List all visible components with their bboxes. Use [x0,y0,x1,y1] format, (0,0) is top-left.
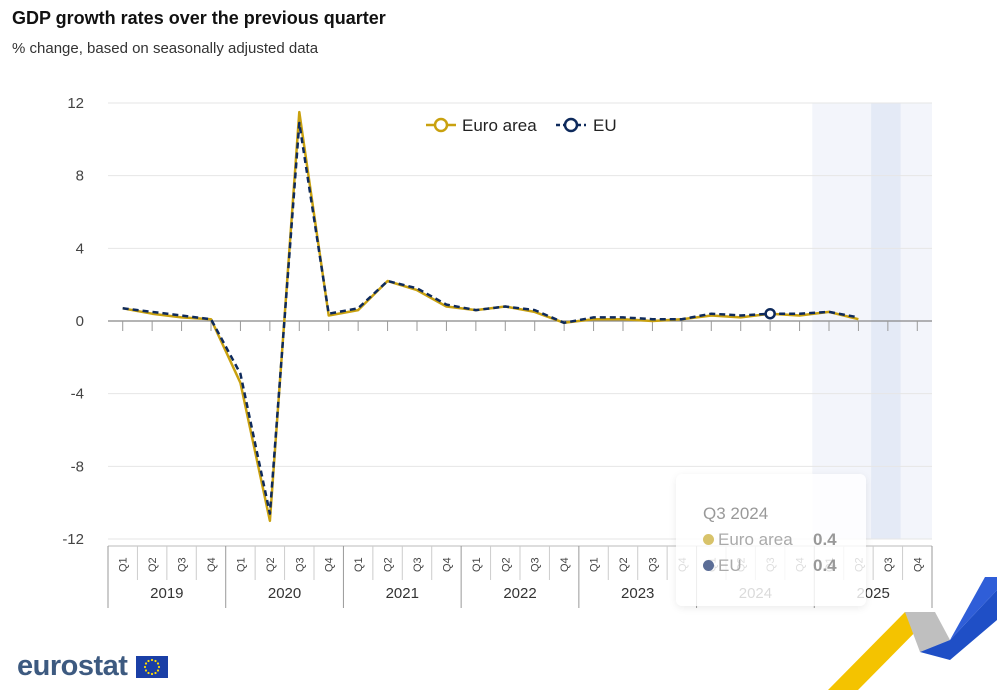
x-tick-quarter-label: Q3 [647,557,659,572]
swoosh-grey [905,612,950,652]
x-tick-year-label: 2023 [621,585,654,602]
swoosh-blue-top [950,577,997,640]
chart-legend[interactable]: Euro area EU [426,116,617,135]
x-tick-quarter-label: Q4 [912,557,924,572]
y-tick-label: 4 [76,240,84,257]
x-tick-quarter-label: Q1 [589,557,601,572]
x-tick-quarter-label: Q2 [265,557,277,572]
x-tick-quarter-label: Q4 [559,557,571,572]
euro-area-dot-icon [703,534,714,545]
x-tick-quarter-label: Q4 [206,557,218,572]
legend-eu-label[interactable]: EU [593,116,617,135]
tooltip-title: Q3 2024 [703,504,769,523]
legend-eu-marker [563,117,579,133]
x-tick-quarter-label: Q4 [441,557,453,572]
chart-subtitle: % change, based on seasonally adjusted d… [12,40,319,57]
x-tick-year-label: 2022 [503,585,536,602]
x-tick-quarter-label: Q1 [235,557,247,572]
x-tick-quarter-label: Q1 [118,557,130,572]
eu-dot-icon [703,560,714,571]
x-tick-quarter-label: Q2 [500,557,512,572]
legend-euro-area-label[interactable]: Euro area [462,116,537,135]
tooltip-euro-area-value: 0.4 [813,530,837,549]
x-tick-quarter-label: Q1 [471,557,483,572]
tooltip-euro-area-label: Euro area [718,530,793,549]
legend-euro-area-marker [433,117,449,133]
x-tick-quarter-label: Q2 [383,557,395,572]
x-tick-quarter-label: Q4 [324,557,336,572]
x-tick-quarter-label: Q3 [294,557,306,572]
y-tick-label: -4 [71,386,84,403]
tooltip-eu-label: EU [718,556,742,575]
swoosh-blue [920,590,997,660]
tooltip-row-euro-area: Euro area 0.4 [703,530,837,550]
x-tick-year-label: 2019 [150,585,183,602]
y-tick-label: 12 [67,95,84,112]
x-tick-quarter-label: Q3 [530,557,542,572]
hover-point-marker[interactable] [764,307,776,320]
tooltip-row-eu: EU 0.4 [703,556,837,576]
eu-flag-icon [136,656,168,678]
tooltip-eu-value: 0.4 [813,556,837,575]
tooltip: Q3 2024 Euro area 0.4 EU 0.4 [676,474,866,606]
x-tick-quarter-label: Q3 [177,557,189,572]
x-tick-year-label: 2021 [386,585,419,602]
x-tick-quarter-label: Q1 [353,557,365,572]
x-tick-quarter-label: Q3 [412,557,424,572]
x-tick-year-label: 2020 [268,585,301,602]
y-tick-label: -12 [62,531,84,548]
x-tick-quarter-label: Q3 [883,557,895,572]
eurostat-logo: eurostat [17,650,128,682]
y-tick-label: 0 [76,313,84,330]
x-tick-quarter-label: Q2 [147,557,159,572]
y-tick-label: 8 [76,168,84,185]
y-tick-label: -8 [71,458,84,475]
swoosh-yellow [828,612,935,690]
chart-title: GDP growth rates over the previous quart… [12,8,386,28]
eurostat-swoosh-graphic [828,577,997,690]
series-euro-area-line[interactable] [122,110,859,523]
x-tick-quarter-label: Q2 [618,557,630,572]
series-eu-line[interactable] [122,121,859,515]
